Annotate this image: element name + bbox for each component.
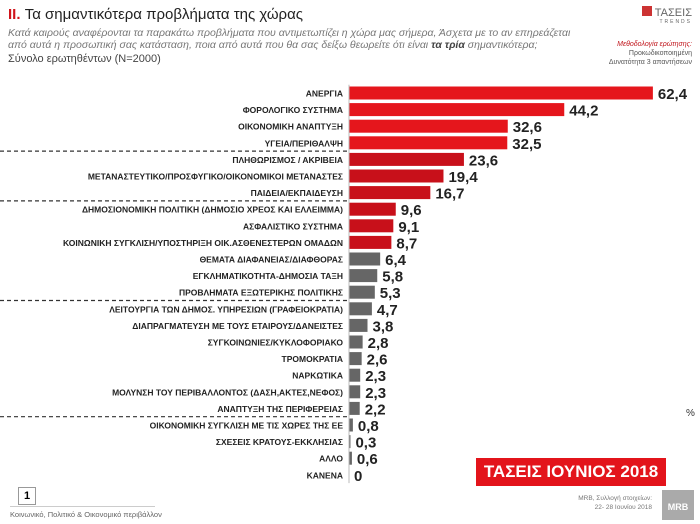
value-label: 44,2 [569,103,598,120]
bar [349,86,653,100]
value-label: 2,8 [368,335,389,352]
value-label: 32,6 [513,119,542,136]
category-label: ΑΛΛΟ [319,454,343,464]
bar [349,235,392,249]
section-number: II. [8,6,21,23]
bar [349,152,464,166]
value-label: 2,2 [365,401,386,418]
bar [349,169,444,183]
value-label: 6,4 [385,252,407,269]
category-label: ΜΟΛΥΝΣΗ ΤΟΥ ΠΕΡΙΒΑΛΛΟΝΤΟΣ (ΔΑΣΗ,ΑΚΤΕΣ,ΝΕ… [112,387,343,397]
value-label: 5,3 [380,285,401,302]
category-label: ΚΟΙΝΩΝΙΚΗ ΣΥΓΚΛΙΣΗ/ΥΠΟΣΤΗΡΙΞΗ ΟΙΚ.ΑΣΘΕΝΕ… [63,238,343,248]
method-line-1: Προκωδικοποιημένη [628,50,692,57]
value-label: 5,8 [382,269,403,286]
bar [349,202,396,216]
value-label: 19,4 [448,169,478,186]
logo-sub: TRENDS [659,19,692,25]
bar [349,385,361,399]
value-label: 0 [354,468,362,485]
source-line-2: 22- 28 Ιουνίου 2018 [594,504,652,511]
category-label: ΦΟΡΟΛΟΓΙΚΟ ΣΥΣΤΗΜΑ [243,105,343,115]
value-label: 62,4 [658,86,688,103]
bar [349,451,352,465]
value-label: 16,7 [435,186,464,203]
category-label: ΝΑΡΚΩΤΙΚΑ [292,371,343,381]
method-label: Μεθοδολογία ερώτησης: [617,41,692,48]
category-label: ΘΕΜΑΤΑ ΔΙΑΦΑΝΕΙΑΣ/ΔΙΑΦΘΟΡΑΣ [200,255,343,265]
footer-divider [10,506,155,507]
value-label: 0,6 [357,451,378,468]
category-label: ΣΥΓΚΟΙΝΩΝΙΕΣ/ΚΥΚΛΟΦΟΡΙΑΚΟ [208,338,344,348]
value-label: 4,7 [377,302,398,319]
title-text: Τα σημαντικότερα προβλήματα της χώρας [24,6,303,23]
category-label: ΟΙΚΟΝΟΜΙΚΗ ΣΥΓΚΛΙΣΗ ΜΕ ΤΙΣ ΧΩΡΕΣ ΤΗΣ ΕΕ [150,421,344,431]
question-line-1: Κατά καιρούς αναφέρονται τα παρακάτω προ… [8,27,571,39]
base-size: Σύνολο ερωτηθέντων (Ν=2000) [8,53,161,65]
category-label: ΛΕΙΤΟΥΡΓΙΑ ΤΩΝ ΔΗΜΟΣ. ΥΠΗΡΕΣΙΩΝ (ΓΡΑΦΕΙΟ… [109,304,343,314]
source-note: MRB, Συλλογή στοιχείων: 22- 28 Ιουνίου 20… [560,494,652,512]
value-label: 8,7 [396,235,417,252]
bar [349,352,362,366]
q2c: σημαντικότερα; [464,39,538,51]
category-label: ΤΡΟΜΟΚΡΑΤΙΑ [282,354,343,364]
taseis-logo: ΤΑΣΕΙΣ TRENDS [641,6,692,25]
category-label: ΔΙΑΠΡΑΓΜΑΤΕΥΣΗ ΜΕ ΤΟΥΣ ΕΤΑΙΡΟΥΣ/ΔΑΝΕΙΣΤΕ… [132,321,343,331]
page-number: 1 [18,487,36,505]
category-label: ΜΕΤΑΝΑΣΤΕΥΤΙΚΟ/ΠΡΟΣΦΥΓΙΚΟ/ΟΙΚΟΝΟΜΙΚΟΙ ΜΕ… [88,172,343,182]
bar [349,302,372,316]
page-title: II. Τα σημαντικότερα προβλήματα της χώρα… [8,6,303,23]
value-label: 0,8 [358,418,379,435]
value-label: 9,1 [398,219,419,236]
category-label: ΚΑΝΕΝΑ [307,470,343,480]
logo-text: ΤΑΣΕΙΣ [654,7,692,19]
category-label: ΥΓΕΙΑ/ΠΕΡΙΘΑΛΨΗ [265,138,343,148]
bar [349,219,394,233]
value-label: 3,8 [373,318,394,335]
category-label: ΠΑΙΔΕΙΑ/ΕΚΠΑΙΔΕΥΣΗ [251,188,343,198]
value-label: 0,3 [355,435,376,452]
value-label: 2,6 [367,352,388,369]
category-label: ΠΛΗΘΩΡΙΣΜΟΣ / ΑΚΡΙΒΕΙΑ [232,155,343,165]
bar [349,252,381,266]
q2b: τα τρία [431,39,465,51]
q2a: από αυτά η προσωπική σας κατάσταση, ποια… [8,39,432,51]
bar [349,401,360,415]
mrb-logo: MRB [662,490,694,520]
section-footer: Κοινωνικό, Πολιτικό & Οικονομικό περιβάλ… [10,510,162,519]
bar [349,318,368,332]
category-label: ΑΝΑΠΤΥΞΗ ΤΗΣ ΠΕΡΙΦΕΡΕΙΑΣ [217,404,343,414]
bar [349,186,431,200]
value-label: 32,5 [512,136,541,153]
bar [349,136,508,150]
category-label: ΕΓΚΛΗΜΑΤΙΚΟΤΗΤΑ-ΔΗΜΟΣΙΑ ΤΑΞΗ [193,271,343,281]
bar [349,368,361,382]
category-label: ΑΣΦΑΛΙΣΤΙΚΟ ΣΥΣΤΗΜΑ [243,221,343,231]
methodology-note: Μεθοδολογία ερώτησης: Προκωδικοποιημένη Δυ… [609,40,692,67]
bar [349,435,351,449]
survey-badge: ΤΑΣΕΙΣ ΙΟΥΝΙΟΣ 2018 [476,458,666,486]
value-label: 2,3 [365,368,386,385]
method-line-2: Δυνατότητα 3 απαντήσεων [608,59,692,66]
value-label: 2,3 [365,385,386,402]
category-label: ΣΧΕΣΕΙΣ ΚΡΑΤΟΥΣ-ΕΚΚΛΗΣΙΑΣ [216,437,343,447]
bar [349,285,375,299]
question-line-2: από αυτά η προσωπική σας κατάσταση, ποια… [8,39,537,51]
category-label: ΟΙΚΟΝΟΜΙΚΗ ΑΝΑΠΤΥΞΗ [238,122,343,132]
value-label: 9,6 [401,202,422,219]
percent-marker: % [686,408,695,419]
bar [349,103,565,117]
category-label: ΑΝΕΡΓΙΑ [306,89,343,99]
bar [349,418,353,432]
category-label: ΔΗΜΟΣΙΟΝΟΜΙΚΗ ΠΟΛΙΤΙΚΗ (ΔΗΜΟΣΙΟ ΧΡΕΟΣ ΚΑ… [82,205,343,215]
bar [349,335,363,349]
source-line-1: MRB, Συλλογή στοιχείων: [578,495,652,502]
value-label: 23,6 [469,152,498,169]
bar [349,269,378,283]
bar [349,119,508,133]
category-label: ΠΡΟΒΛΗΜΑΤΑ ΕΞΩΤΕΡΙΚΗΣ ΠΟΛΙΤΙΚΗΣ [179,288,343,298]
